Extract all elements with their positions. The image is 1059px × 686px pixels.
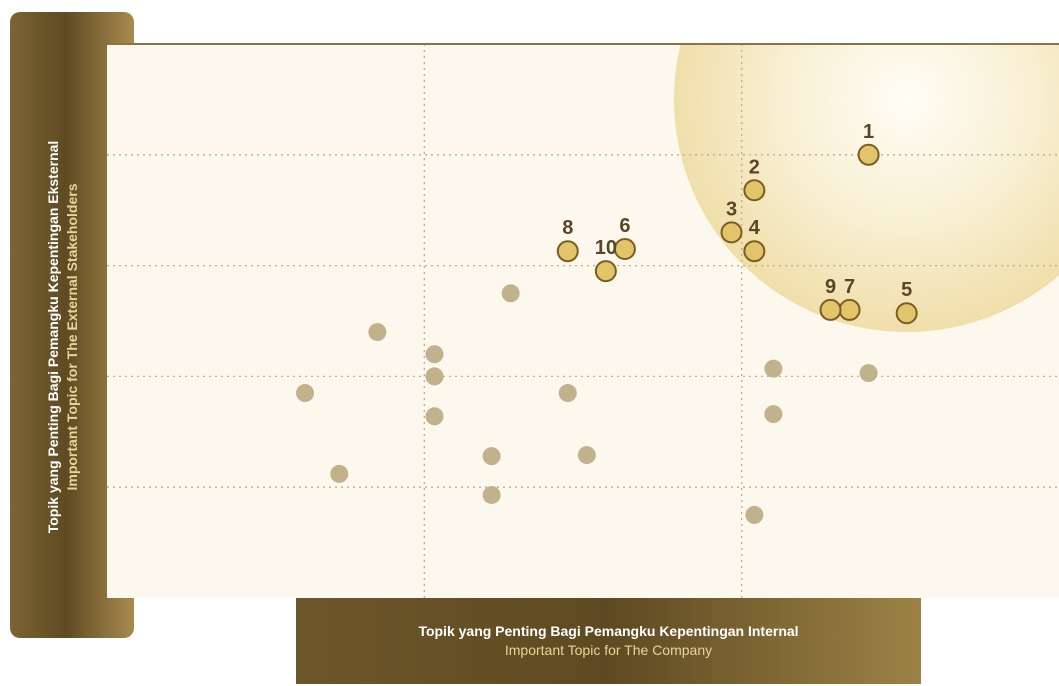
scatter-point — [425, 367, 444, 386]
material-point — [720, 221, 743, 244]
material-point-label: 7 — [844, 276, 855, 298]
material-point — [895, 302, 918, 325]
material-point-label: 5 — [901, 279, 912, 301]
x-axis-label-primary: Topik yang Penting Bagi Pemangku Kepenti… — [418, 623, 799, 639]
material-point-label: 10 — [595, 237, 617, 259]
scatter-point — [764, 405, 783, 424]
scatter-point — [330, 464, 349, 483]
scatter-point — [558, 384, 577, 403]
scatter-point — [577, 446, 596, 465]
scatter-point — [482, 447, 501, 466]
material-point-label: 3 — [726, 198, 737, 220]
material-highlight-region — [674, 44, 1059, 333]
x-axis-panel: Topik yang Penting Bagi Pemangku Kepenti… — [296, 598, 921, 684]
scatter-point — [368, 323, 387, 342]
material-point-label: 8 — [562, 217, 573, 239]
material-point-label: 4 — [749, 217, 761, 239]
material-point-label: 1 — [863, 121, 874, 143]
material-point — [743, 179, 766, 202]
material-point-label: 2 — [749, 156, 760, 178]
scatter-point — [425, 345, 444, 364]
scatter-point — [859, 364, 878, 383]
x-axis-label-secondary: Important Topic for The Company — [504, 642, 713, 658]
material-point — [838, 298, 861, 321]
material-point — [743, 240, 766, 263]
scatter-point — [425, 407, 444, 426]
material-point — [819, 298, 842, 321]
material-point-label: 9 — [825, 276, 836, 298]
scatter-point — [296, 384, 315, 403]
scatter-point — [501, 284, 520, 303]
material-point-label: 6 — [619, 215, 630, 237]
scatter-point — [764, 359, 783, 378]
material-point — [556, 240, 579, 263]
material-point — [613, 237, 636, 260]
material-point — [594, 260, 617, 283]
material-point — [857, 143, 880, 166]
scatter-point — [745, 505, 764, 524]
scatter-point — [482, 485, 501, 504]
